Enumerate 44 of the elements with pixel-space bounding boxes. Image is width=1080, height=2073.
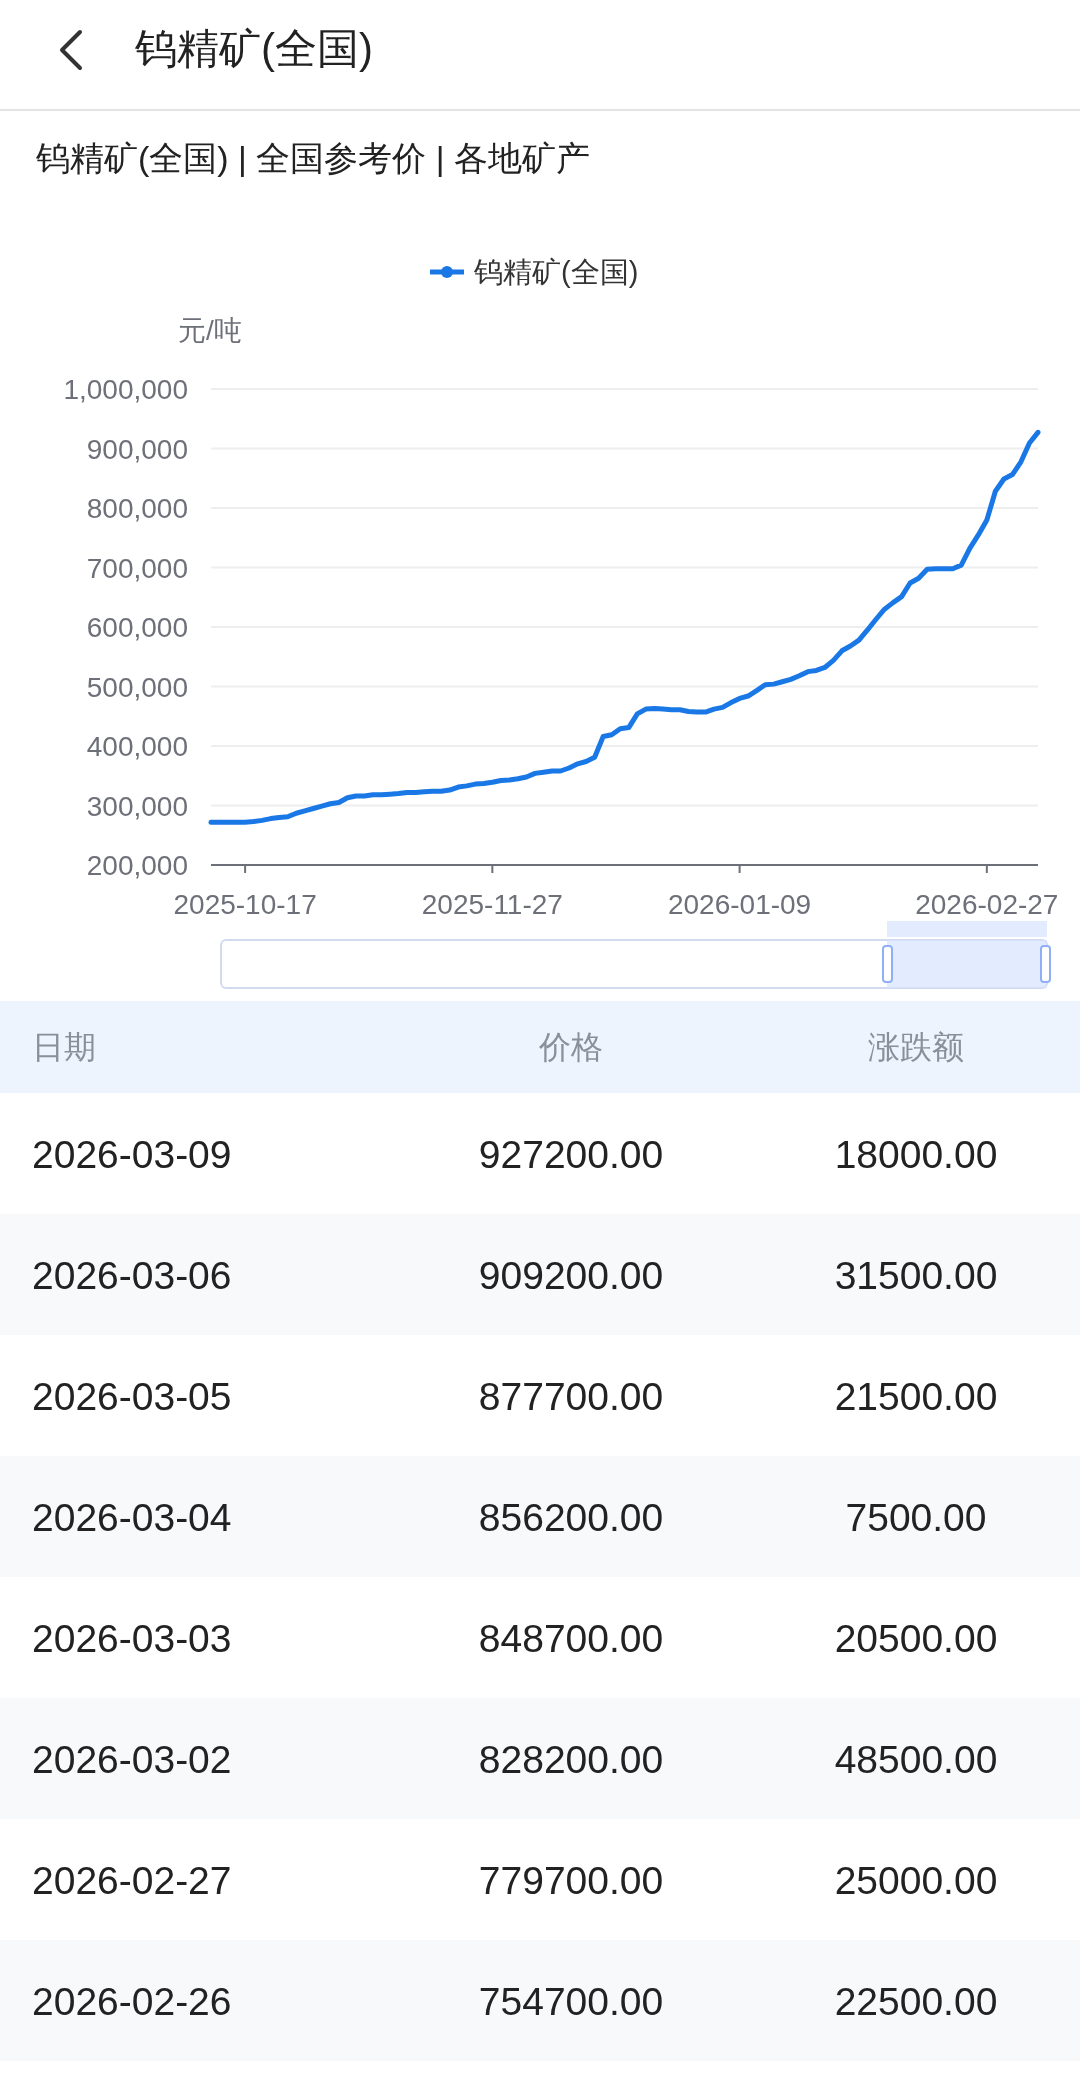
text: 20500.00 bbox=[834, 1616, 998, 1660]
chart-subtitle: 钨精矿(全国) | 全国参考价 | 各地矿产 bbox=[35, 139, 591, 177]
text: 2026-03-02 bbox=[32, 1737, 232, 1781]
x-tick-label: 2025-10-17 bbox=[173, 889, 317, 920]
text: 21500.00 bbox=[834, 1374, 998, 1418]
y-tick-label: 800,000 bbox=[86, 493, 188, 524]
text: 877700.00 bbox=[478, 1374, 664, 1418]
text: 2026-03-04 bbox=[32, 1495, 232, 1539]
y-tick-label: 900,000 bbox=[86, 433, 188, 465]
text: 2026-02-27 bbox=[32, 1858, 232, 1902]
text: 828200.00 bbox=[478, 1737, 664, 1781]
text: 909200.00 bbox=[478, 1253, 664, 1297]
text: 22500.00 bbox=[834, 1979, 998, 2023]
text: 2026-03-09 bbox=[32, 1132, 232, 1176]
x-tick-label: 2026-01-09 bbox=[667, 889, 812, 920]
text: 779700.00 bbox=[478, 1858, 664, 1902]
text: 2026-03-05 bbox=[32, 1374, 232, 1418]
text: 856200.00 bbox=[478, 1495, 664, 1539]
text: 754700.00 bbox=[478, 1979, 664, 2023]
y-tick-label: 300,000 bbox=[86, 790, 188, 822]
chart-title: 钨精矿(全国) bbox=[134, 25, 373, 72]
x-tick-label: 2025-11-27 bbox=[421, 889, 563, 920]
text: 价格 bbox=[538, 1029, 603, 1065]
y-axis-title: 元/吨 bbox=[178, 315, 242, 346]
text: 927200.00 bbox=[478, 1132, 664, 1176]
text: 31500.00 bbox=[834, 1253, 998, 1297]
text: 25000.00 bbox=[834, 1858, 998, 1902]
legend-label: 钨精矿(全国) bbox=[473, 256, 639, 288]
text: 18000.00 bbox=[834, 1132, 998, 1176]
y-tick-label: 600,000 bbox=[86, 612, 188, 643]
text: 2026-03-06 bbox=[32, 1253, 232, 1297]
text: 2026-02-26 bbox=[32, 1979, 232, 2023]
text: 2026-03-03 bbox=[32, 1616, 232, 1660]
text: 涨跌额 bbox=[868, 1029, 964, 1065]
text: 848700.00 bbox=[478, 1616, 664, 1660]
y-tick-label: 200,000 bbox=[86, 850, 188, 881]
text: 日期 bbox=[32, 1029, 96, 1065]
y-tick-label: 1,000,000 bbox=[63, 374, 188, 405]
text: 48500.00 bbox=[834, 1737, 998, 1781]
y-tick-label: 700,000 bbox=[86, 552, 188, 584]
text: 7500.00 bbox=[845, 1495, 987, 1539]
y-tick-label: 400,000 bbox=[86, 731, 188, 762]
y-tick-label: 500,000 bbox=[86, 671, 188, 703]
x-tick-label: 2026-02-27 bbox=[915, 889, 1059, 920]
